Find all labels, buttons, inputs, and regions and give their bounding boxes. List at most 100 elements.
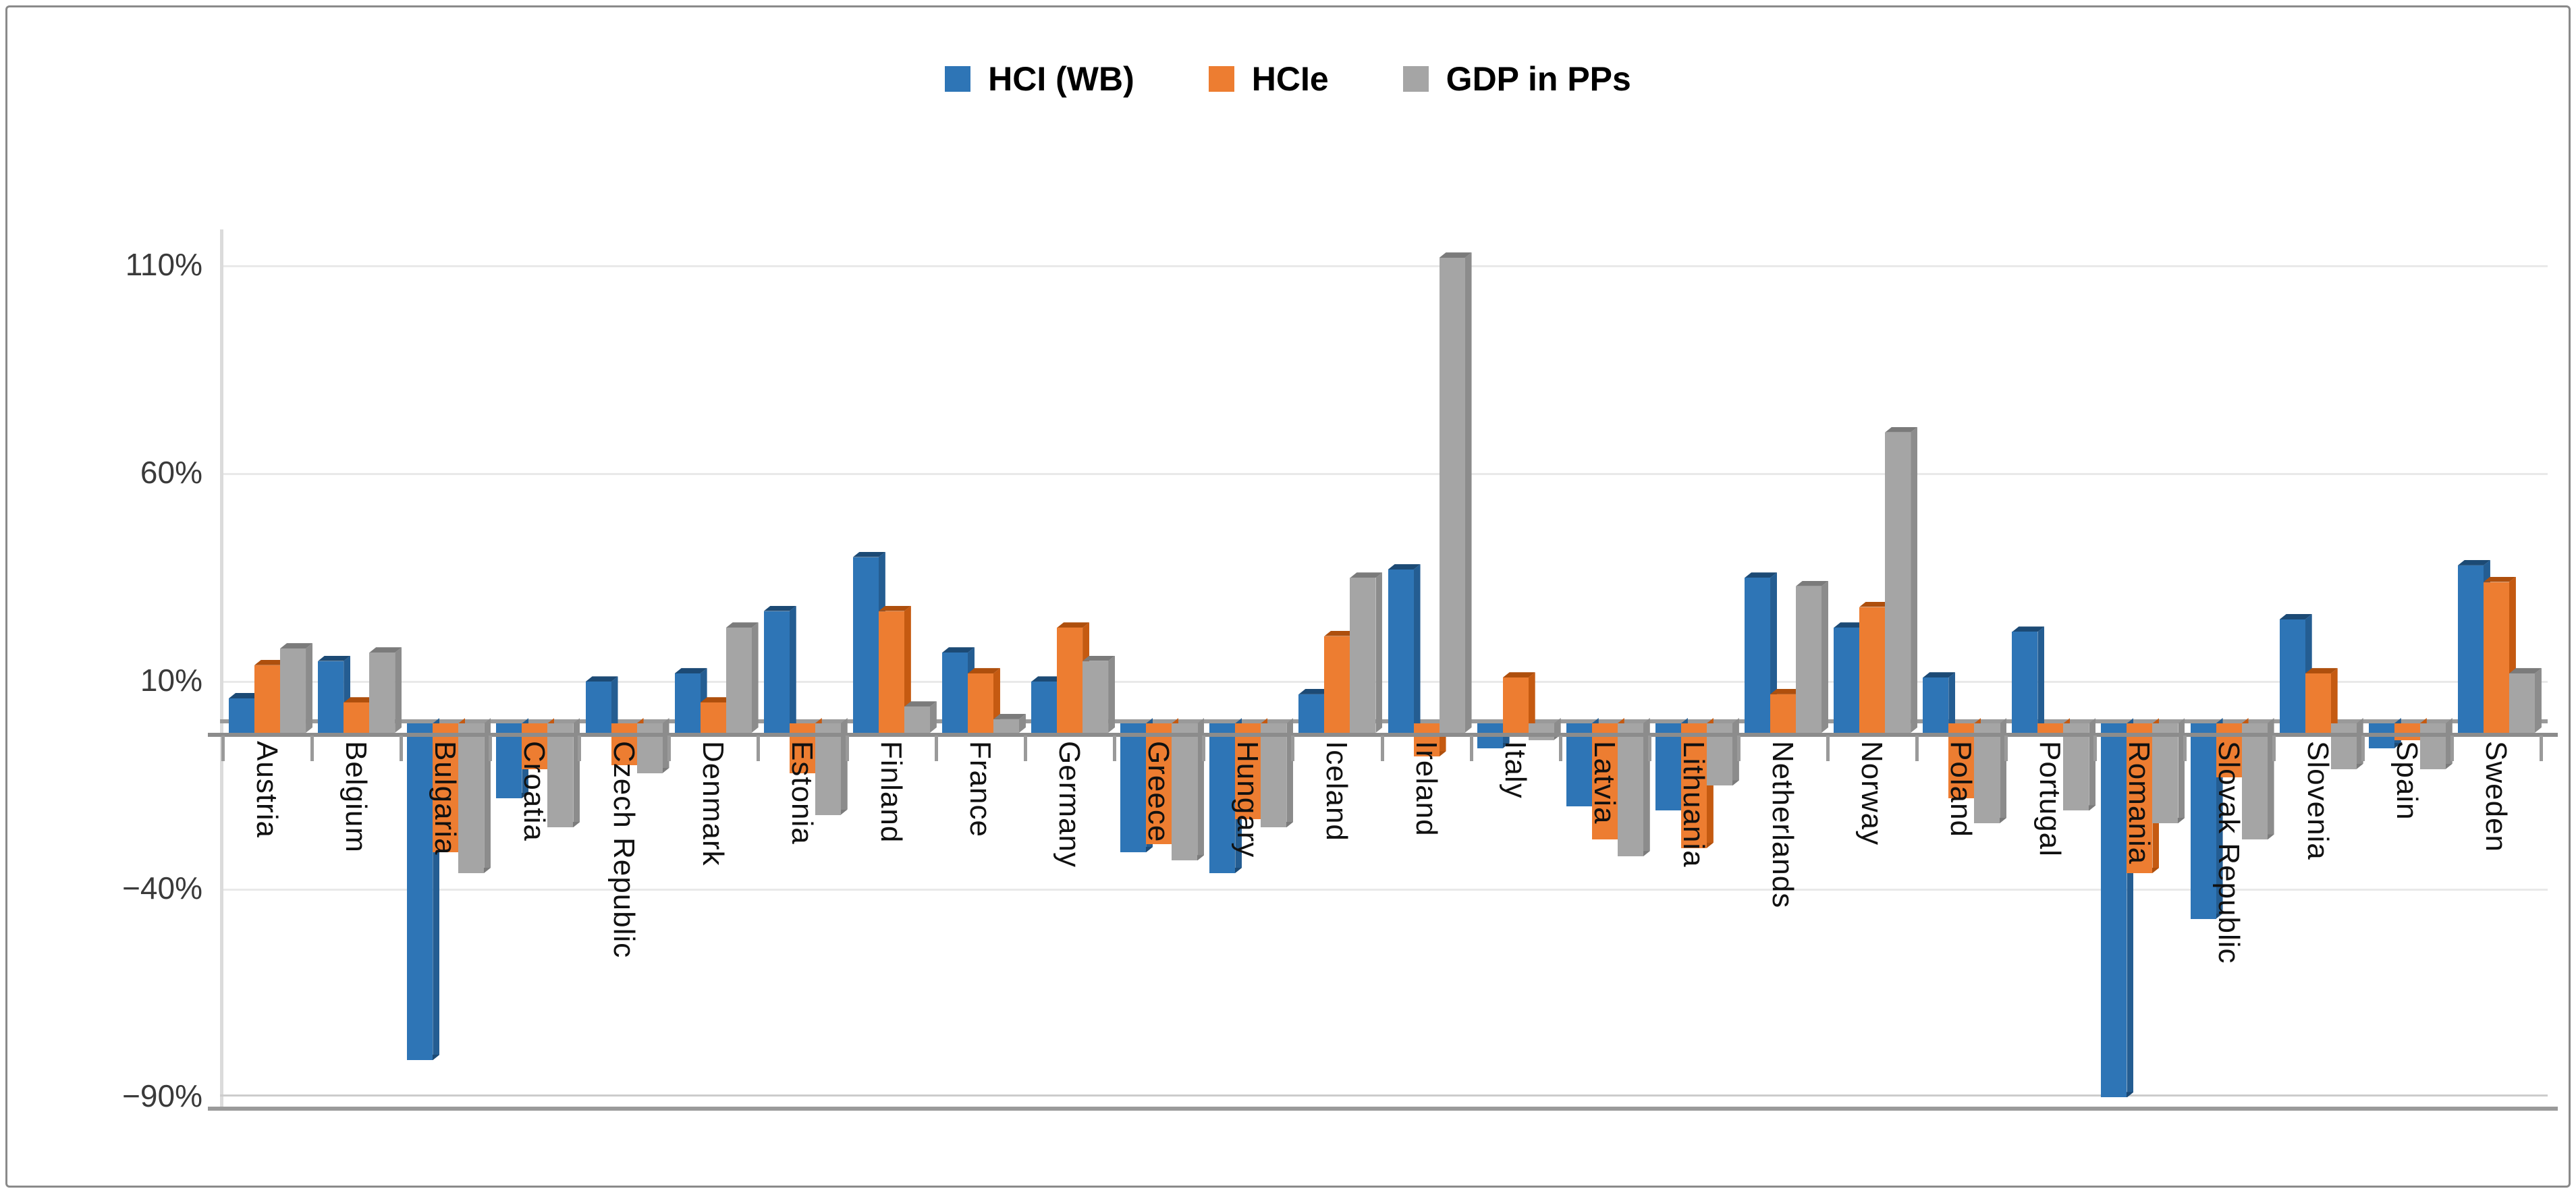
bar-ireland-hci-wb-top xyxy=(1388,564,1421,570)
floor-front-edge xyxy=(208,1107,2558,1111)
y-axis-tick-label: −90% xyxy=(122,1078,202,1114)
bar-slovak-republic-gdp-in-pps-side xyxy=(2268,718,2274,839)
bar-estonia-hci-wb-top xyxy=(764,606,796,611)
bar-czech-republic-hci-wb-top xyxy=(586,676,618,682)
bar-romania-gdp-in-pps-side xyxy=(2178,718,2185,823)
bar-iceland-hci-wb xyxy=(1298,694,1325,733)
bar-estonia-hcie xyxy=(789,723,815,773)
bar-austria-hcie xyxy=(254,665,281,733)
bar-czech-republic-hci-wb xyxy=(585,682,611,733)
bar-czech-republic-hcie xyxy=(611,723,637,765)
bar-belgium-hci-wb-top xyxy=(318,656,350,661)
bar-norway-hci-wb-top xyxy=(1834,622,1866,628)
bar-czech-republic-gdp-in-pps xyxy=(636,723,663,773)
floor-back-edge xyxy=(220,1094,2548,1097)
bar-greece-hcie xyxy=(1146,723,1172,844)
bar-latvia-hci-wb xyxy=(1566,723,1592,807)
bar-estonia-hci-wb xyxy=(763,611,790,733)
bar-bulgaria-hcie xyxy=(433,723,459,852)
x-axis-tick xyxy=(1202,736,1206,761)
bar-denmark-gdp-in-pps-side xyxy=(752,622,759,733)
bar-france-gdp-in-pps xyxy=(993,719,1019,733)
bar-estonia-gdp-in-pps xyxy=(815,723,841,815)
x-axis-tick xyxy=(1469,736,1473,761)
x-axis-category-label: Norway xyxy=(1855,741,1889,846)
x-axis-category-label: Denmark xyxy=(696,741,730,866)
x-axis-category-label: Netherlands xyxy=(1766,741,1800,909)
bar-austria-hci-wb xyxy=(229,698,255,733)
legend-label: GDP in PPs xyxy=(1446,60,1631,98)
bar-slovenia-hcie-side xyxy=(2331,668,2338,733)
bar-denmark-hci-wb-top xyxy=(675,668,707,673)
bar-finland-hci-wb xyxy=(852,557,879,733)
bar-slovenia-hci-wb-top xyxy=(2280,614,2312,619)
bar-france-hcie-side xyxy=(993,668,1000,733)
bar-italy-gdp-in-pps-side xyxy=(1554,718,1561,740)
bar-germany-hci-wb-top xyxy=(1031,676,1064,682)
bar-bulgaria-hci-wb xyxy=(407,723,433,1060)
bar-poland-gdp-in-pps-side xyxy=(2000,718,2006,823)
x-axis-tick xyxy=(1024,736,1028,761)
bar-slovak-republic-hci-wb xyxy=(2190,723,2216,919)
bar-norway-gdp-in-pps-top xyxy=(1885,427,1917,433)
bar-finland-hcie-top xyxy=(879,606,911,611)
gridline-10 xyxy=(220,681,2548,684)
bar-poland-hci-wb-side xyxy=(1948,672,1955,733)
y-axis-tick-label: 10% xyxy=(140,663,202,698)
bar-denmark-hcie-top xyxy=(701,697,733,702)
bar-italy-gdp-in-pps xyxy=(1528,723,1554,740)
x-axis-category-label: Czech Republic xyxy=(607,741,640,959)
bar-norway-hcie xyxy=(1859,607,1886,733)
bar-slovak-republic-hci-wb-side xyxy=(2216,718,2223,919)
bar-germany-gdp-in-pps-top xyxy=(1083,656,1115,661)
bar-finland-hcie xyxy=(878,611,904,733)
bar-italy-hcie-top xyxy=(1503,672,1535,677)
x-axis-tick xyxy=(1915,736,1919,761)
x-axis-tick xyxy=(934,736,938,761)
bar-estonia-gdp-in-pps-side xyxy=(841,718,848,815)
x-axis-category-label: Belgium xyxy=(339,741,373,853)
x-axis-category-label: Croatia xyxy=(518,741,551,841)
bar-france-hcie-top xyxy=(968,668,1000,673)
bar-italy-hcie-side xyxy=(1529,672,1535,733)
legend-item-hcie[interactable]: HCIe xyxy=(1208,62,1329,96)
bar-slovenia-gdp-in-pps-side xyxy=(2357,718,2363,769)
legend-swatch-hci-wb xyxy=(945,66,971,92)
bar-romania-gdp-in-pps xyxy=(2152,723,2178,823)
x-axis-tick xyxy=(2183,736,2187,761)
bar-austria-gdp-in-pps-top xyxy=(280,643,312,648)
bar-hungary-gdp-in-pps-side xyxy=(1286,718,1293,827)
bar-sweden-gdp-in-pps xyxy=(2509,673,2535,733)
bar-sweden-hci-wb xyxy=(2457,565,2484,733)
bar-france-hci-wb xyxy=(941,653,968,733)
bar-iceland-hcie xyxy=(1324,636,1350,733)
x-axis-backline xyxy=(220,719,2548,723)
legend-item-hci-wb[interactable]: HCI (WB) xyxy=(945,62,1134,96)
x-axis-category-label: Poland xyxy=(1944,741,1978,838)
x-axis-category-label: Estonia xyxy=(785,741,819,845)
x-axis-tick xyxy=(1736,736,1741,761)
y-axis-tick-label: 110% xyxy=(125,247,202,283)
x-axis-category-label: Austria xyxy=(250,741,284,838)
legend-item-gdp-in-pps[interactable]: GDP in PPs xyxy=(1402,60,1631,98)
bar-iceland-gdp-in-pps xyxy=(1350,578,1376,733)
bar-croatia-gdp-in-pps-side xyxy=(573,718,580,827)
bar-france-hci-wb-top xyxy=(942,647,975,653)
bar-hungary-hci-wb xyxy=(1209,723,1236,873)
x-axis-tick xyxy=(578,736,582,761)
bar-poland-gdp-in-pps xyxy=(1974,723,2000,823)
bar-sweden-hci-wb-top xyxy=(2458,560,2490,565)
bar-ireland-gdp-in-pps-side xyxy=(1465,252,1472,733)
x-axis-category-label: Hungary xyxy=(1231,741,1265,858)
bar-sweden-hcie xyxy=(2483,582,2509,733)
bar-greece-gdp-in-pps-side xyxy=(1197,718,1204,860)
x-axis-category-label: Slovak Republic xyxy=(2212,741,2245,964)
bar-austria-gdp-in-pps-side xyxy=(306,643,312,733)
bar-bulgaria-hci-wb-side xyxy=(433,718,439,1060)
bar-slovenia-hcie xyxy=(2305,673,2331,733)
bar-hungary-hcie xyxy=(1235,723,1261,819)
bar-belgium-gdp-in-pps-side xyxy=(395,647,402,733)
bar-austria-gdp-in-pps xyxy=(280,648,306,733)
bar-slovak-republic-gdp-in-pps xyxy=(2241,723,2268,840)
